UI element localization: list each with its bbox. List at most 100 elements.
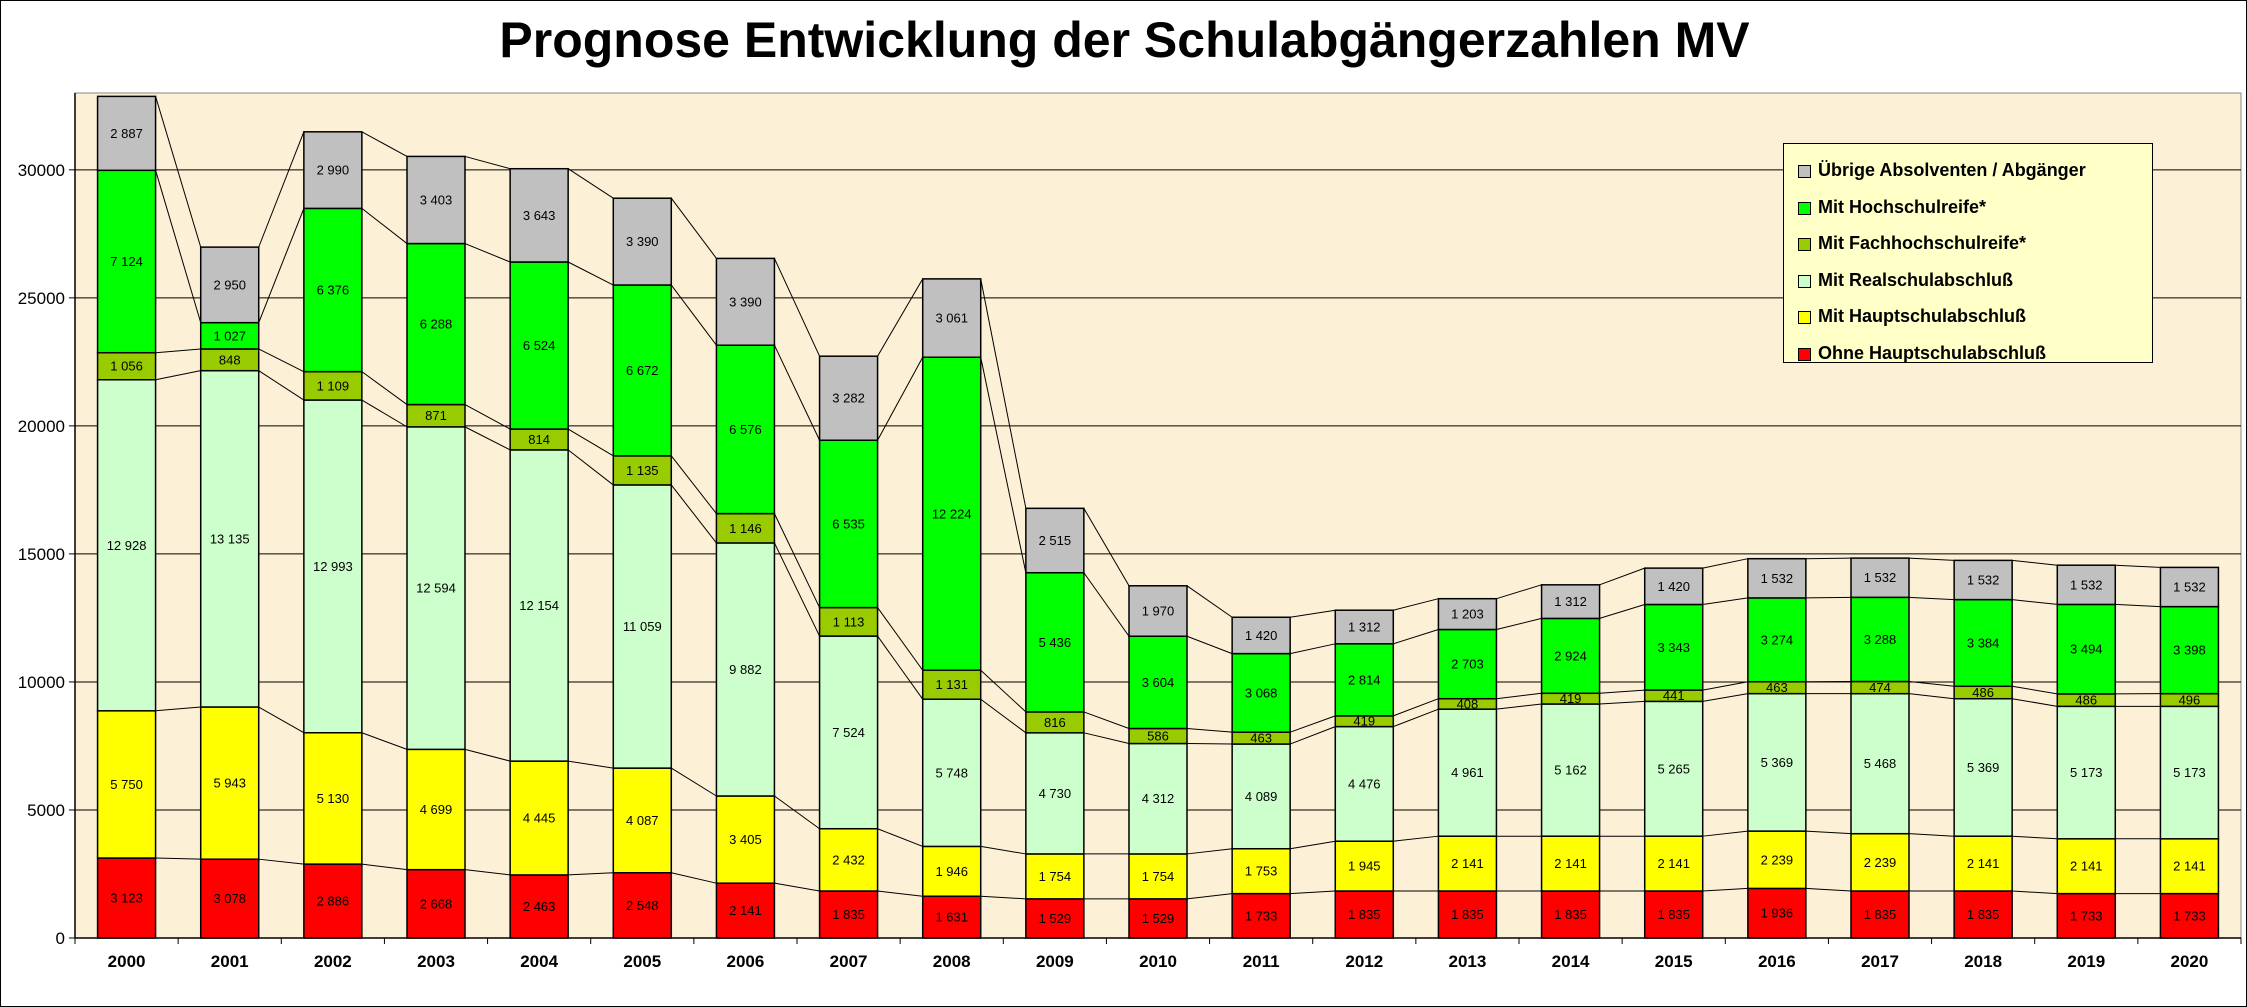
data-label: 474 (1869, 680, 1891, 695)
data-label: 1 733 (2173, 908, 2206, 923)
bar-segment (1334, 609, 1395, 645)
bar-segment (2056, 892, 2117, 939)
data-label: 12 224 (932, 506, 972, 521)
series-connector (2012, 559, 2058, 566)
data-label: 463 (1250, 731, 1272, 746)
data-label: 1 754 (1039, 869, 1072, 884)
series-connector (2012, 599, 2058, 605)
legend-item: Übrige Absolventen / Abgänger (1798, 152, 2152, 189)
data-label: 2 990 (317, 163, 350, 178)
data-label: 12 928 (107, 538, 147, 553)
bar-segment (612, 484, 673, 769)
bar-segment (303, 207, 363, 373)
x-tick-label: 2008 (933, 952, 971, 971)
bar-segment (2056, 564, 2117, 606)
data-label: 2 432 (832, 852, 865, 867)
series-connector (1496, 617, 1542, 630)
data-label: 2 515 (1039, 533, 1072, 548)
data-label: 3 282 (832, 391, 865, 406)
bar-segment (1025, 898, 1085, 939)
bar-segment (1850, 557, 1910, 599)
bar-segment (1850, 596, 1910, 683)
legend-item: Ohne Hauptschulabschluß (1798, 335, 2152, 372)
data-label: 12 993 (313, 559, 353, 574)
series-connector (464, 748, 511, 762)
bar-segment (1540, 835, 1601, 892)
data-label: 419 (1353, 714, 1375, 729)
series-connector (567, 449, 614, 486)
bar-segment (406, 242, 466, 406)
series-connector (980, 895, 1026, 900)
bar-segment (406, 426, 466, 751)
legend-swatch (1798, 238, 1811, 251)
series-connector (980, 669, 1027, 713)
series-connector (1702, 830, 1748, 837)
data-label: 1 835 (832, 907, 865, 922)
data-label: 1 529 (1142, 911, 1175, 926)
data-label: 1 131 (935, 677, 968, 692)
data-label: 2 141 (1554, 856, 1587, 871)
y-tick-label: 30000 (18, 161, 65, 180)
series-connector (671, 872, 717, 884)
series-connector (1393, 629, 1439, 645)
data-label: 4 476 (1348, 776, 1381, 791)
bar-segment (509, 167, 569, 263)
data-label: 2 239 (1761, 852, 1794, 867)
series-connector (258, 348, 305, 373)
data-label: 2 463 (523, 899, 556, 914)
bar-segment (509, 449, 569, 762)
bar-segment (1643, 603, 1704, 691)
data-label: 4 089 (1245, 789, 1278, 804)
legend-swatch (1798, 274, 1811, 288)
x-tick-label: 2001 (211, 952, 249, 971)
data-label: 5 162 (1554, 763, 1587, 778)
bar-segment (1747, 887, 1807, 939)
series-connector (877, 357, 924, 441)
data-label: 2 239 (1864, 855, 1897, 870)
bar-segment (303, 399, 363, 734)
series-connector (1290, 643, 1336, 655)
bar-segment (1025, 507, 1085, 574)
y-tick-label: 10000 (18, 673, 65, 692)
bar-segment (406, 748, 466, 871)
data-label: 2 950 (213, 277, 246, 292)
series-connector (567, 261, 614, 286)
bar-segment (715, 257, 776, 346)
series-connector (670, 484, 717, 544)
legend-label: Mit Hochschulreife* (1818, 196, 1987, 217)
data-label: 1 532 (1761, 571, 1794, 586)
series-connector (1186, 743, 1233, 745)
bar-segment (2159, 892, 2220, 939)
data-label: 2 887 (110, 126, 143, 141)
data-label: 2 548 (626, 898, 659, 913)
bar-segment (199, 246, 260, 324)
bar-segment (818, 355, 879, 441)
bar-segment (1643, 567, 1704, 606)
legend-label: Übrige Absolventen / Abgänger (1818, 160, 2086, 180)
series-connector (1599, 604, 1645, 619)
x-tick-label: 2020 (2171, 952, 2209, 971)
bar-segment (406, 868, 466, 939)
data-label: 5 369 (1967, 760, 2000, 775)
data-label: 6 524 (523, 338, 556, 353)
series-connector (1599, 689, 1645, 694)
data-label: 6 288 (420, 317, 453, 332)
y-tick-label: 25000 (18, 289, 65, 308)
data-label: 6 672 (626, 363, 659, 378)
bar-segment (1747, 557, 1807, 599)
bar-segment (1747, 830, 1807, 890)
legend-label: Mit Fachhochschulreife* (1818, 233, 2027, 253)
series-connector (1805, 557, 1852, 560)
bar-segment (509, 261, 569, 430)
x-tick-label: 2011 (1243, 952, 1280, 971)
data-label: 1 532 (2070, 577, 2103, 592)
series-connector (155, 857, 201, 860)
series-connector (1083, 572, 1130, 637)
bar-segment (715, 795, 776, 884)
bar-segment (303, 131, 363, 210)
bar-segment (1747, 597, 1807, 683)
data-label: 2 141 (1451, 856, 1484, 871)
data-label: 3 068 (1245, 685, 1278, 700)
legend-swatch (1798, 311, 1811, 324)
data-label: 11 059 (623, 619, 662, 634)
